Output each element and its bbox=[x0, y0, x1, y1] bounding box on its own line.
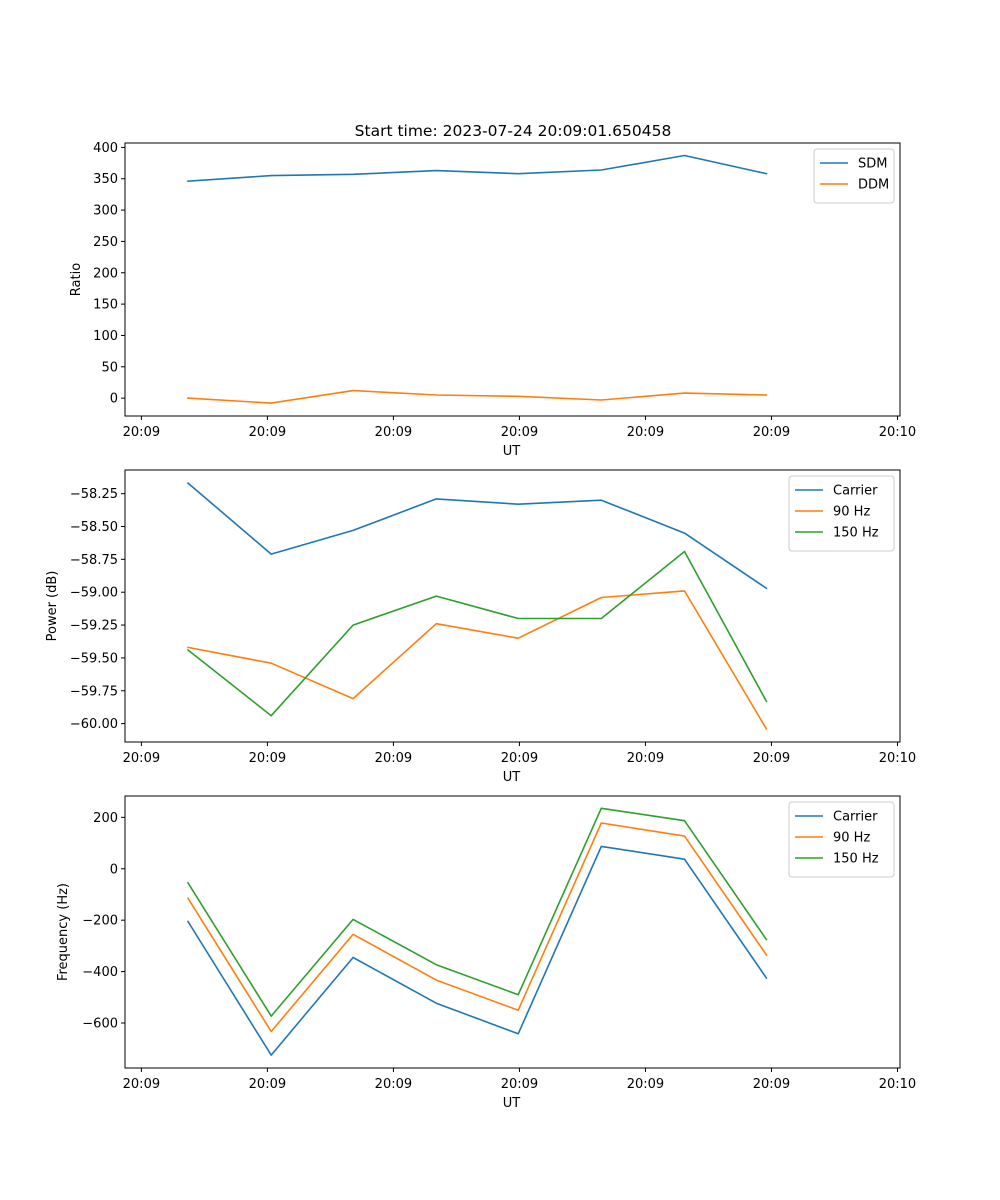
x-tick-label: 20:09 bbox=[501, 1077, 538, 1092]
y-tick-label: 50 bbox=[101, 360, 118, 375]
series-line-ddm bbox=[187, 389, 768, 404]
x-tick-label: 20:10 bbox=[879, 425, 916, 440]
series-line-150-hz bbox=[186, 550, 768, 717]
y-axis-label: Ratio bbox=[69, 263, 84, 296]
figure-title: Start time: 2023-07-24 20:09:01.650458 bbox=[355, 122, 672, 140]
y-tick-label: −59.00 bbox=[70, 586, 118, 601]
x-tick-label: 20:09 bbox=[501, 425, 538, 440]
y-tick-label: 200 bbox=[93, 811, 118, 826]
x-tick-label: 20:09 bbox=[123, 425, 160, 440]
y-tick-label: −58.25 bbox=[70, 487, 118, 502]
series-line-sdm bbox=[187, 154, 768, 183]
x-axis-label: UT bbox=[503, 1096, 521, 1111]
x-tick-label: 20:09 bbox=[249, 425, 286, 440]
x-axis-label: UT bbox=[503, 770, 521, 785]
legend-label: 150 Hz bbox=[833, 852, 879, 867]
legend-label: DDM bbox=[858, 178, 889, 193]
x-tick-label: 20:09 bbox=[753, 751, 790, 766]
y-tick-label: 0 bbox=[110, 862, 118, 877]
series-line-carrier bbox=[186, 481, 768, 590]
y-tick-label: 100 bbox=[93, 329, 118, 344]
y-tick-label: −59.25 bbox=[70, 619, 118, 634]
y-axis-label: Power (dB) bbox=[45, 571, 60, 642]
axes-frame bbox=[124, 795, 901, 1069]
legend: SDM DDM bbox=[813, 148, 895, 204]
y-tick-label: 250 bbox=[93, 235, 118, 250]
series-line-150-hz bbox=[186, 807, 768, 1017]
chart-panel-1: 20:09 20:09 20:09 20:09 20:09 20:09 20:10 0 50 10… bbox=[69, 141, 916, 459]
x-tick-label: 20:09 bbox=[627, 751, 664, 766]
y-tick-label: −59.75 bbox=[70, 684, 118, 699]
series-line-90-hz bbox=[187, 590, 768, 730]
x-tick-label: 20:09 bbox=[627, 425, 664, 440]
chart-panel-2: 20:09 20:09 20:09 20:09 20:09 20:09 20:10 −60.0… bbox=[45, 469, 916, 785]
x-tick-label: 20:10 bbox=[879, 1077, 916, 1092]
y-tick-label: 400 bbox=[93, 141, 118, 156]
y-tick-label: 150 bbox=[93, 298, 118, 313]
x-tick-label: 20:09 bbox=[753, 1077, 790, 1092]
y-tick-label: 300 bbox=[93, 204, 118, 219]
y-tick-label: 350 bbox=[93, 172, 118, 187]
y-axis-label: Frequency (Hz) bbox=[56, 883, 71, 981]
legend-label: SDM bbox=[858, 157, 887, 172]
x-tick-label: 20:09 bbox=[501, 751, 538, 766]
chart-panel-3: 20:09 20:09 20:09 20:09 20:09 20:09 20:10 −600 −… bbox=[56, 795, 916, 1111]
legend-label: Carrier bbox=[833, 810, 878, 825]
legend: Carrier 90 Hz 150 Hz bbox=[788, 801, 895, 878]
y-tick-label: −58.75 bbox=[70, 553, 118, 568]
x-tick-label: 20:09 bbox=[249, 751, 286, 766]
series-line-carrier bbox=[186, 845, 768, 1056]
legend-label: 90 Hz bbox=[833, 831, 870, 846]
legend-label: Carrier bbox=[833, 484, 878, 499]
y-tick-label: 200 bbox=[93, 266, 118, 281]
x-axis-label: UT bbox=[503, 444, 521, 459]
x-tick-label: 20:09 bbox=[249, 1077, 286, 1092]
x-tick-label: 20:10 bbox=[879, 751, 916, 766]
x-tick-label: 20:09 bbox=[375, 751, 412, 766]
legend-label: 150 Hz bbox=[833, 526, 879, 541]
legend-label: 90 Hz bbox=[833, 505, 870, 520]
y-tick-label: −600 bbox=[82, 1017, 118, 1032]
axes-frame bbox=[124, 142, 901, 417]
y-tick-label: −400 bbox=[82, 965, 118, 980]
x-tick-label: 20:09 bbox=[375, 1077, 412, 1092]
y-tick-label: 0 bbox=[110, 392, 118, 407]
y-tick-label: −58.50 bbox=[70, 520, 118, 535]
y-tick-label: −59.50 bbox=[70, 651, 118, 666]
axes-frame bbox=[124, 469, 901, 743]
x-tick-label: 20:09 bbox=[627, 1077, 664, 1092]
x-tick-label: 20:09 bbox=[375, 425, 412, 440]
legend: Carrier 90 Hz 150 Hz bbox=[788, 475, 895, 552]
x-tick-label: 20:09 bbox=[123, 751, 160, 766]
series-line-90-hz bbox=[186, 822, 768, 1033]
x-tick-label: 20:09 bbox=[123, 1077, 160, 1092]
y-tick-label: −200 bbox=[82, 914, 118, 929]
x-tick-label: 20:09 bbox=[753, 425, 790, 440]
y-tick-label: −60.00 bbox=[70, 717, 118, 732]
